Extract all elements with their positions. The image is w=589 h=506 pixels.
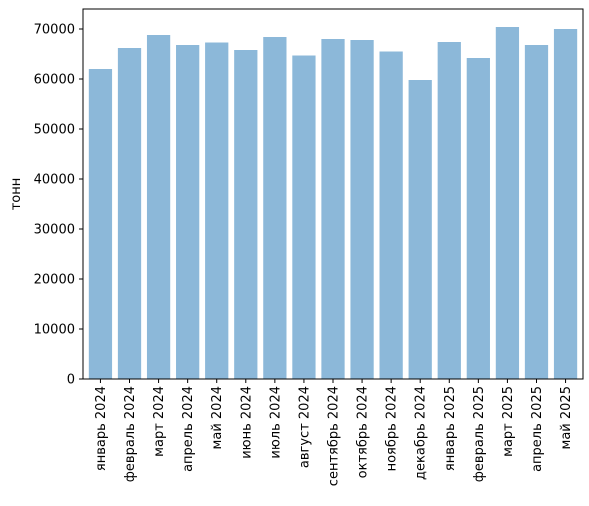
y-tick-label: 40000 [34,173,75,188]
x-tick-label: январь 2025 [443,386,458,471]
bar-8 [292,55,316,379]
plot-frame [82,8,584,380]
bar-2 [117,48,142,379]
bar-5 [205,42,229,379]
bar-10 [350,40,374,379]
x-tick-label: февраль 2025 [472,386,487,482]
y-tick-label: 60000 [34,73,75,88]
bar-15 [495,27,520,379]
x-tick-label: октябрь 2024 [356,386,371,478]
bar-17 [553,29,578,379]
y-tick-label: 10000 [34,323,75,338]
x-tick-label: июль 2024 [268,386,283,459]
y-axis-label: тонн [9,178,24,211]
x-tick-label: июнь 2024 [239,386,254,459]
x-tick-label: март 2024 [152,386,167,457]
bar-3 [146,35,171,379]
x-tick-label: март 2025 [501,386,516,457]
y-tick-label: 30000 [34,223,75,238]
bar-6 [234,50,258,379]
y-axis: 0 10000 20000 30000 40000 50000 60000 70000 [34,23,83,388]
x-tick-label: май 2025 [559,386,574,449]
bar-1 [88,69,113,379]
x-tick-label: декабрь 2024 [414,386,429,480]
bar-12 [408,80,432,379]
x-tick-label: февраль 2024 [123,386,138,482]
y-tick-label: 70000 [34,23,75,38]
bar-11 [379,51,403,379]
x-tick-label: сентябрь 2024 [327,386,342,486]
bars-group [88,27,578,379]
y-tick-label: 20000 [34,273,75,288]
x-tick-label: апрель 2025 [530,386,545,472]
bar-7 [263,37,287,379]
x-tick-label: август 2024 [297,386,312,468]
bar-13 [437,42,461,379]
bar-14 [466,58,490,379]
bar-16 [524,45,549,379]
y-tick-label: 0 [67,373,75,388]
y-tick-label: 50000 [34,123,75,138]
bar-4 [176,45,200,379]
bar-9 [321,39,345,379]
x-tick-label: май 2024 [210,386,225,449]
x-axis: январь 2024 февраль 2024 март 2024 апрель 2… [94,379,574,486]
x-tick-label: апрель 2024 [181,386,196,472]
x-tick-label: январь 2024 [94,386,109,471]
x-tick-label: ноябрь 2024 [385,386,400,471]
